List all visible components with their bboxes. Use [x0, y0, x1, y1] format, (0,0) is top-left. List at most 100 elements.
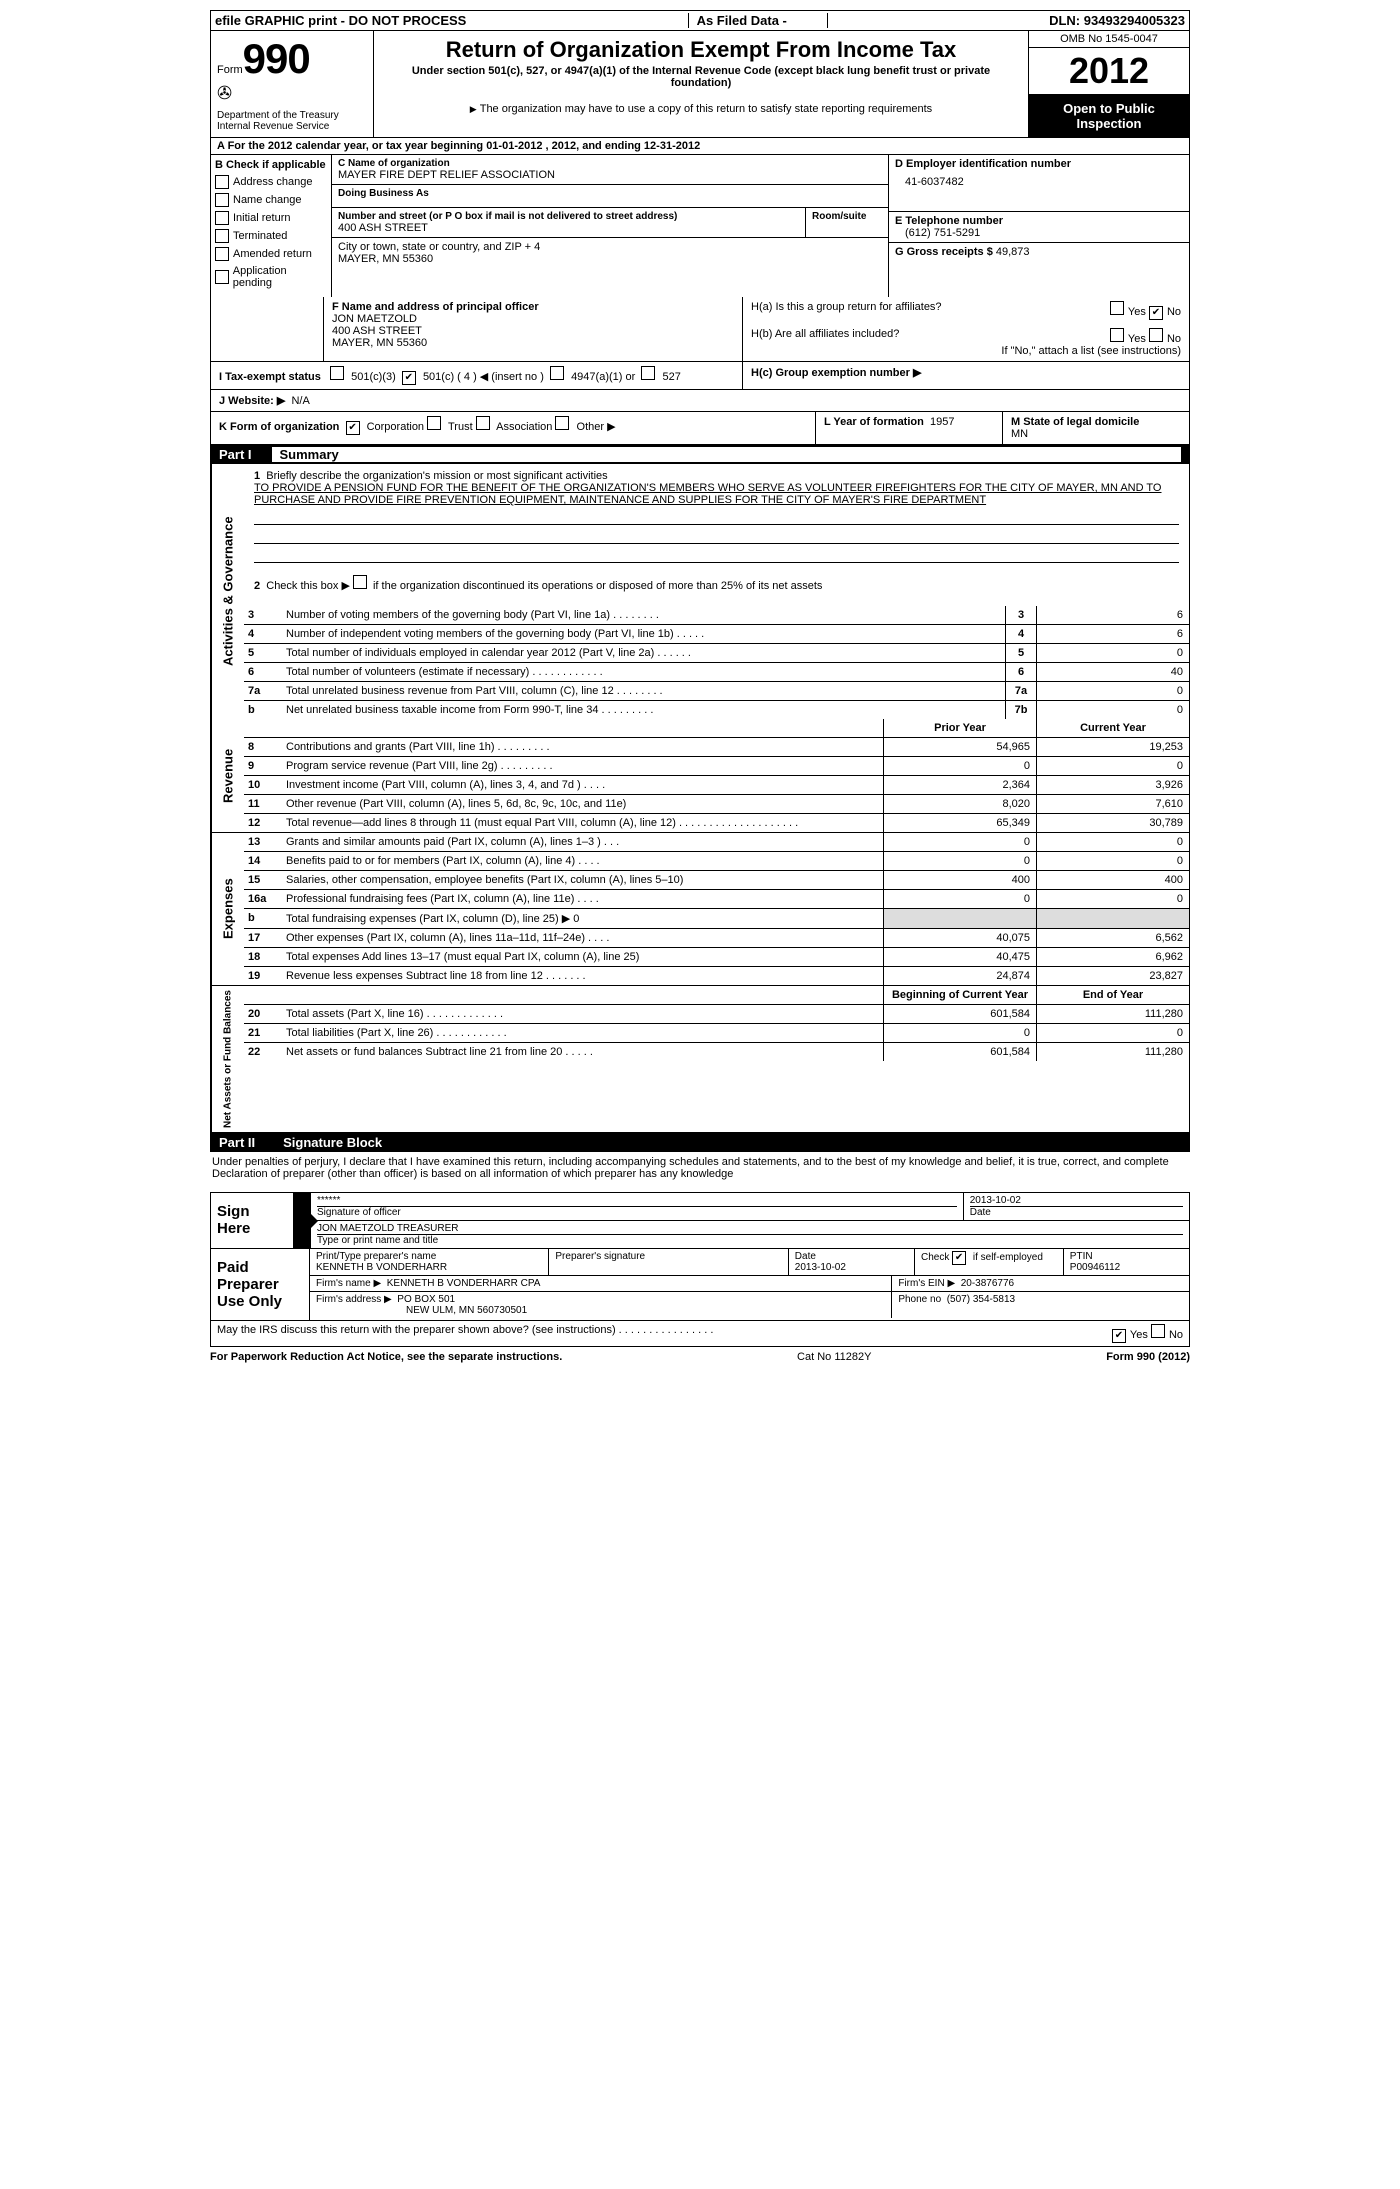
website-label: J Website: ▶ [219, 395, 285, 407]
website-value: N/A [291, 395, 309, 407]
row-num: 5 [244, 644, 282, 662]
q1-desc: Briefly describe the organization's miss… [266, 470, 607, 482]
officer-printed-label: Type or print name and title [317, 1235, 1183, 1246]
table-row: 10 Investment income (Part VIII, column … [244, 776, 1189, 795]
chk-name-change[interactable]: Name change [215, 193, 327, 207]
row-desc: Total liabilities (Part X, line 26) . . … [282, 1024, 883, 1042]
row-desc: Benefits paid to or for members (Part IX… [282, 852, 883, 870]
officer-addr1: 400 ASH STREET [332, 325, 734, 337]
form-org-label: K Form of organization [219, 421, 339, 433]
page-footer: For Paperwork Reduction Act Notice, see … [210, 1347, 1190, 1367]
officer-label: F Name and address of principal officer [332, 301, 734, 313]
row-box: 7b [1005, 701, 1036, 719]
row-prior: 40,075 [883, 929, 1036, 947]
preparer-date-label: Date [795, 1251, 908, 1262]
row-num: 7a [244, 682, 282, 700]
row-current: 111,280 [1036, 1005, 1189, 1023]
table-row: 18 Total expenses Add lines 13–17 (must … [244, 948, 1189, 967]
city-state-zip: MAYER, MN 55360 [338, 253, 882, 265]
firm-addr-label: Firm's address ▶ [316, 1294, 392, 1305]
preparer-name-label: Print/Type preparer's name [316, 1251, 542, 1262]
row-prior: 54,965 [883, 738, 1036, 756]
phone-label: E Telephone number [895, 215, 1183, 227]
self-employed-check[interactable]: Check ✔ if self-employed [921, 1252, 1043, 1263]
topbar-left: efile GRAPHIC print - DO NOT PROCESS [215, 13, 466, 28]
row-current: 0 [1036, 757, 1189, 775]
addr-label: Number and street (or P O box if mail is… [338, 211, 799, 222]
row-num: 13 [244, 833, 282, 851]
hb-label: H(b) Are all affiliates included? [751, 328, 899, 345]
row-desc: Total revenue—add lines 8 through 11 (mu… [282, 814, 883, 832]
row-desc: Other expenses (Part IX, column (A), lin… [282, 929, 883, 947]
efile-topbar: efile GRAPHIC print - DO NOT PROCESS As … [210, 10, 1190, 31]
table-row: 20 Total assets (Part X, line 16) . . . … [244, 1005, 1189, 1024]
chk-initial-return[interactable]: Initial return [215, 211, 327, 225]
row-num: 21 [244, 1024, 282, 1042]
form-subtitle: Under section 501(c), 527, or 4947(a)(1)… [384, 65, 1018, 89]
summary-revenue: Revenue Prior Year Current Year 8 Contri… [210, 719, 1190, 833]
col-prior: Prior Year [883, 719, 1036, 737]
row-box: 7a [1005, 682, 1036, 700]
row-desc: Salaries, other compensation, employee b… [282, 871, 883, 889]
gov-row: b Net unrelated business taxable income … [244, 701, 1189, 719]
row-desc: Professional fundraising fees (Part IX, … [282, 890, 883, 908]
chk-address-change[interactable]: Address change [215, 175, 327, 189]
dept-treasury: Department of the Treasury [217, 110, 367, 121]
row-num: 22 [244, 1043, 282, 1061]
footer-right: Form 990 (2012) [1106, 1351, 1190, 1363]
table-row: b Total fundraising expenses (Part IX, c… [244, 909, 1189, 929]
row-desc: Other revenue (Part VIII, column (A), li… [282, 795, 883, 813]
row-num: 9 [244, 757, 282, 775]
form-title: Return of Organization Exempt From Incom… [384, 37, 1018, 63]
row-prior: 601,584 [883, 1043, 1036, 1061]
row-prior: 8,020 [883, 795, 1036, 813]
row-num: b [244, 909, 282, 928]
part1-header: Part I Summary [210, 445, 1190, 464]
row-a-tax-year: A For the 2012 calendar year, or tax yea… [210, 138, 1190, 155]
row-current: 6,962 [1036, 948, 1189, 966]
header-center: Return of Organization Exempt From Incom… [374, 31, 1028, 137]
preparer-date: 2013-10-02 [795, 1262, 908, 1273]
ein-label: D Employer identification number [895, 158, 1183, 170]
gov-row: 4 Number of independent voting members o… [244, 625, 1189, 644]
chk-pending[interactable]: Application pending [215, 265, 327, 289]
firm-ein-label: Firm's EIN ▶ [898, 1278, 955, 1289]
discuss-row: May the IRS discuss this return with the… [210, 1321, 1190, 1347]
chk-terminated[interactable]: Terminated [215, 229, 327, 243]
row-prior: 400 [883, 871, 1036, 889]
header-left: Form990 ✇ Department of the Treasury Int… [211, 31, 374, 137]
city-label: City or town, state or country, and ZIP … [338, 241, 882, 253]
part1-title: Summary [272, 447, 1181, 462]
officer-addr2: MAYER, MN 55360 [332, 337, 734, 349]
row-desc: Total fundraising expenses (Part IX, col… [282, 909, 883, 928]
row-num: 3 [244, 606, 282, 624]
row-num: 16a [244, 890, 282, 908]
row-prior: 65,349 [883, 814, 1036, 832]
side-gov: Activities & Governance [211, 464, 244, 719]
form-prefix: Form [217, 64, 243, 76]
org-name-label: C Name of organization [338, 158, 882, 169]
year-formation-label: L Year of formation [824, 416, 924, 428]
summary-netassets: Net Assets or Fund Balances Beginning of… [210, 986, 1190, 1133]
table-row: 17 Other expenses (Part IX, column (A), … [244, 929, 1189, 948]
row-current: 30,789 [1036, 814, 1189, 832]
col-current: Current Year [1036, 719, 1189, 737]
gov-row: 6 Total number of volunteers (estimate i… [244, 663, 1189, 682]
hb-answer: Yes No [1110, 328, 1181, 345]
row-box: 6 [1005, 663, 1036, 681]
ha-answer: Yes ✔No [1110, 301, 1181, 320]
table-row: 14 Benefits paid to or for members (Part… [244, 852, 1189, 871]
gross-label: G Gross receipts $ [895, 246, 993, 258]
row-desc: Revenue less expenses Subtract line 18 f… [282, 967, 883, 985]
side-netassets: Net Assets or Fund Balances [211, 986, 244, 1132]
chk-amended[interactable]: Amended return [215, 247, 327, 261]
row-current: 0 [1036, 1024, 1189, 1042]
table-row: 21 Total liabilities (Part X, line 26) .… [244, 1024, 1189, 1043]
section-deg: D Employer identification number 41-6037… [888, 155, 1189, 297]
row-num: 14 [244, 852, 282, 870]
gov-row: 3 Number of voting members of the govern… [244, 606, 1189, 625]
firm-addr2: NEW ULM, MN 560730501 [316, 1305, 885, 1316]
table-row: 13 Grants and similar amounts paid (Part… [244, 833, 1189, 852]
section-j: J Website: ▶ N/A [210, 390, 1190, 412]
row-desc: Total number of volunteers (estimate if … [282, 663, 1005, 681]
